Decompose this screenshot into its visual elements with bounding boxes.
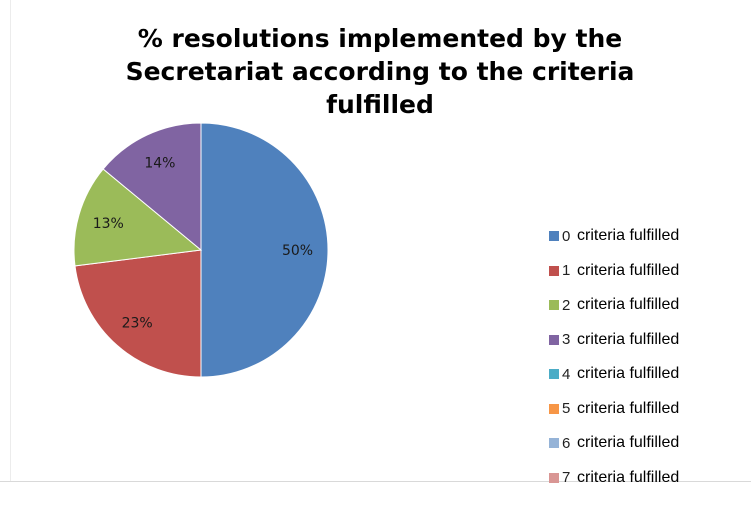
frame-border-left — [10, 0, 11, 481]
legend-item-4: 4 criteria fulfilled — [549, 357, 749, 392]
legend-number: 5 — [562, 400, 571, 418]
legend-label: criteria fulfilled — [577, 261, 680, 279]
data-label-2: 13% — [93, 216, 124, 232]
legend-label: criteria fulfilled — [577, 227, 680, 245]
legend-item-6: 6 criteria fulfilled — [549, 426, 749, 461]
legend-swatch — [549, 403, 559, 414]
legend-label: criteria fulfilled — [577, 468, 680, 486]
chart-title: % resolutions implemented by the Secreta… — [125, 24, 635, 119]
data-label-0: 50% — [282, 243, 313, 259]
legend-swatch — [549, 265, 559, 276]
legend-label: criteria fulfilled — [577, 296, 680, 314]
legend-item-7: 7 criteria fulfilled — [549, 461, 749, 496]
legend-swatch — [549, 472, 559, 483]
legend-number: 7 — [562, 469, 571, 487]
legend-swatch — [549, 438, 559, 449]
data-label-3: 14% — [144, 156, 175, 172]
legend-item-2: 2 criteria fulfilled — [549, 288, 749, 323]
legend-item-1: 1 criteria fulfilled — [549, 254, 749, 289]
legend-item-0: 0 criteria fulfilled — [549, 219, 749, 254]
pie-slice-3 — [102, 122, 202, 252]
legend-number: 2 — [562, 296, 571, 314]
frame-border-bottom — [0, 481, 751, 482]
data-label-1: 23% — [122, 315, 153, 331]
legend-number: 1 — [562, 262, 571, 280]
legend-item-5: 5 criteria fulfilled — [549, 392, 749, 427]
legend-swatch — [549, 369, 559, 380]
pie-slice-1 — [74, 249, 202, 378]
chart-legend: 0 criteria fulfilled 1 criteria fulfilled 2 c… — [549, 219, 749, 495]
legend-label: criteria fulfilled — [577, 330, 680, 348]
legend-number: 4 — [562, 365, 571, 383]
legend-number: 0 — [562, 227, 571, 245]
legend-number: 6 — [562, 434, 571, 452]
legend-number: 3 — [562, 331, 571, 349]
legend-swatch — [549, 300, 559, 311]
legend-label: criteria fulfilled — [577, 365, 680, 383]
legend-label: criteria fulfilled — [577, 399, 680, 417]
pie-slice-0 — [200, 122, 329, 378]
legend-item-3: 3 criteria fulfilled — [549, 323, 749, 358]
legend-label: criteria fulfilled — [577, 434, 680, 452]
pie-slice-2 — [73, 168, 203, 267]
legend-swatch — [549, 334, 559, 345]
legend-swatch — [549, 231, 559, 242]
